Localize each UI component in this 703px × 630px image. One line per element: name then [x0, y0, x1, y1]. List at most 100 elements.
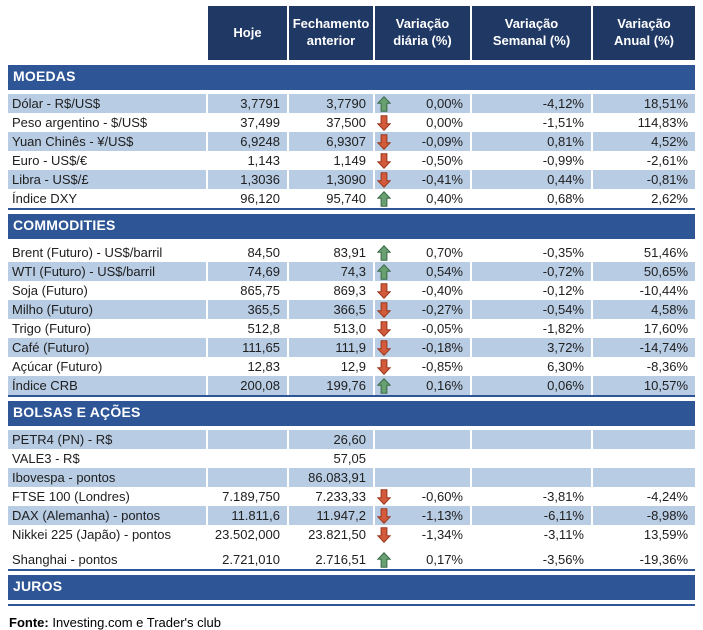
cell-variacao-diaria: -0,60% [373, 487, 470, 506]
arrow-down-icon [377, 133, 391, 150]
cell-anual [591, 430, 695, 449]
section-commodities: COMMODITIES Brent (Futuro) - US$/barril … [8, 214, 695, 397]
table-row: Índice CRB 200,08 199,76 0,16% 0,06% 10,… [8, 376, 695, 395]
cell-hoje: 84,50 [206, 243, 287, 262]
cell-fechamento: 199,76 [287, 376, 373, 395]
table-row: Brent (Futuro) - US$/barril 84,50 83,91 … [8, 243, 695, 262]
cell-variacao-diaria: -0,50% [373, 151, 470, 170]
cell-hoje: 7.189,750 [206, 487, 287, 506]
cell-semanal: -6,11% [470, 506, 591, 525]
row-label: Nikkei 225 (Japão) - pontos [12, 527, 171, 542]
table-row: Trigo (Futuro) 512,8 513,0 -0,05% -1,82%… [8, 319, 695, 338]
table-row: Libra - US$/£ 1,3036 1,3090 -0,41% 0,44%… [8, 170, 695, 189]
cell-semanal: -3,81% [470, 487, 591, 506]
row-label: VALE3 - R$ [12, 451, 80, 466]
row-label: Peso argentino - $/US$ [12, 115, 148, 130]
row-label: Soja (Futuro) [12, 283, 88, 298]
cell-semanal: -0,12% [470, 281, 591, 300]
row-label: Euro - US$/€ [12, 153, 88, 168]
cell-variacao-diaria: 0,00% [373, 94, 470, 113]
cell-semanal [470, 449, 591, 468]
table-row: Ibovespa - pontos 86.083,91 [8, 468, 695, 487]
section-rows: PETR4 (PN) - R$ 26,60 VALE3 - R$ 57,05 [8, 430, 695, 569]
cell-hoje: 12,83 [206, 357, 287, 376]
cell-anual: -8,36% [591, 357, 695, 376]
table-row: Milho (Futuro) 365,5 366,5 -0,27% -0,54%… [8, 300, 695, 319]
section-divider-line [8, 569, 695, 571]
cell-fechamento: 7.233,33 [287, 487, 373, 506]
row-label: Açúcar (Futuro) [12, 359, 103, 374]
table-row: Euro - US$/€ 1,143 1,149 -0,50% -0,99% -… [8, 151, 695, 170]
table-row: DAX (Alemanha) - pontos 11.811,6 11.947,… [8, 506, 695, 525]
cell-semanal: -0,54% [470, 300, 591, 319]
section-title: BOLSAS E AÇÕES [13, 403, 141, 420]
cell-diaria-value: 0,40% [426, 191, 463, 206]
cell-anual [591, 468, 695, 487]
cell-semanal: 6,30% [470, 357, 591, 376]
arrow-down-icon [377, 301, 391, 318]
cell-fechamento: 83,91 [287, 243, 373, 262]
cell-fechamento: 6,9307 [287, 132, 373, 151]
cell-diaria-value: -0,09% [421, 134, 463, 149]
table-row: Yuan Chinês - ¥/US$ 6,9248 6,9307 -0,09%… [8, 132, 695, 151]
cell-hoje: 865,75 [206, 281, 287, 300]
cell-anual: 2,62% [591, 189, 695, 208]
cell-variacao-diaria [373, 468, 470, 487]
cell-fechamento: 57,05 [287, 449, 373, 468]
cell-diaria-value: -0,50% [421, 153, 463, 168]
cell-hoje: 2.721,010 [206, 550, 287, 569]
cell-hoje [206, 468, 287, 487]
cell-anual: 18,51% [591, 94, 695, 113]
cell-hoje [206, 449, 287, 468]
cell-fechamento: 2.716,51 [287, 550, 373, 569]
cell-anual: -0,81% [591, 170, 695, 189]
column-header-3: Variação Semanal (%) [470, 6, 591, 60]
cell-variacao-diaria: 0,17% [373, 550, 470, 569]
arrow-down-icon [377, 488, 391, 505]
cell-diaria-value: -0,18% [421, 340, 463, 355]
cell-variacao-diaria: -0,41% [373, 170, 470, 189]
cell-hoje: 23.502,000 [206, 525, 287, 544]
cell-variacao-diaria: -0,18% [373, 338, 470, 357]
cell-hoje [206, 430, 287, 449]
cell-fechamento: 513,0 [287, 319, 373, 338]
cell-diaria-value: 0,70% [426, 245, 463, 260]
row-label: PETR4 (PN) - R$ [8, 430, 206, 449]
row-label: Libra - US$/£ [8, 170, 206, 189]
cell-semanal: -1,51% [470, 113, 591, 132]
cell-semanal: 3,72% [470, 338, 591, 357]
table-row: PETR4 (PN) - R$ 26,60 [8, 430, 695, 449]
table-row: FTSE 100 (Londres) 7.189,750 7.233,33 -0… [8, 487, 695, 506]
cell-fechamento: 95,740 [287, 189, 373, 208]
section-title: JUROS [13, 577, 63, 594]
cell-semanal: -0,99% [470, 151, 591, 170]
cell-hoje: 6,9248 [206, 132, 287, 151]
arrow-down-icon [377, 282, 391, 299]
cell-diaria-value: 0,00% [426, 96, 463, 111]
cell-variacao-diaria: -0,27% [373, 300, 470, 319]
table-row: Soja (Futuro) 865,75 869,3 -0,40% -0,12%… [8, 281, 695, 300]
cell-variacao-diaria: 0,16% [373, 376, 470, 395]
row-label: Índice CRB [8, 376, 206, 395]
arrow-down-icon [377, 171, 391, 188]
table-body: MOEDAS Dólar - R$/US$ 3,7791 3,7790 0,00… [8, 65, 695, 606]
cell-semanal: -0,35% [470, 243, 591, 262]
cell-diaria-value: 0,00% [426, 115, 463, 130]
source-label: Fonte: [9, 615, 49, 630]
section-rows: Brent (Futuro) - US$/barril 84,50 83,91 … [8, 243, 695, 395]
row-label: Trigo (Futuro) [12, 321, 91, 336]
cell-fechamento: 111,9 [287, 338, 373, 357]
section-divider-line [8, 604, 695, 606]
row-label: Brent (Futuro) - US$/barril [12, 245, 163, 260]
row-label: Yuan Chinês - ¥/US$ [8, 132, 206, 151]
cell-diaria-value: -0,60% [421, 489, 463, 504]
cell-hoje: 37,499 [206, 113, 287, 132]
section-header: COMMODITIES [8, 214, 695, 239]
cell-anual: -14,74% [591, 338, 695, 357]
arrow-down-icon [377, 339, 391, 356]
row-label: DAX (Alemanha) - pontos [8, 506, 206, 525]
cell-anual: 4,58% [591, 300, 695, 319]
table-row: Açúcar (Futuro) 12,83 12,9 -0,85% 6,30% … [8, 357, 695, 376]
cell-fechamento: 11.947,2 [287, 506, 373, 525]
